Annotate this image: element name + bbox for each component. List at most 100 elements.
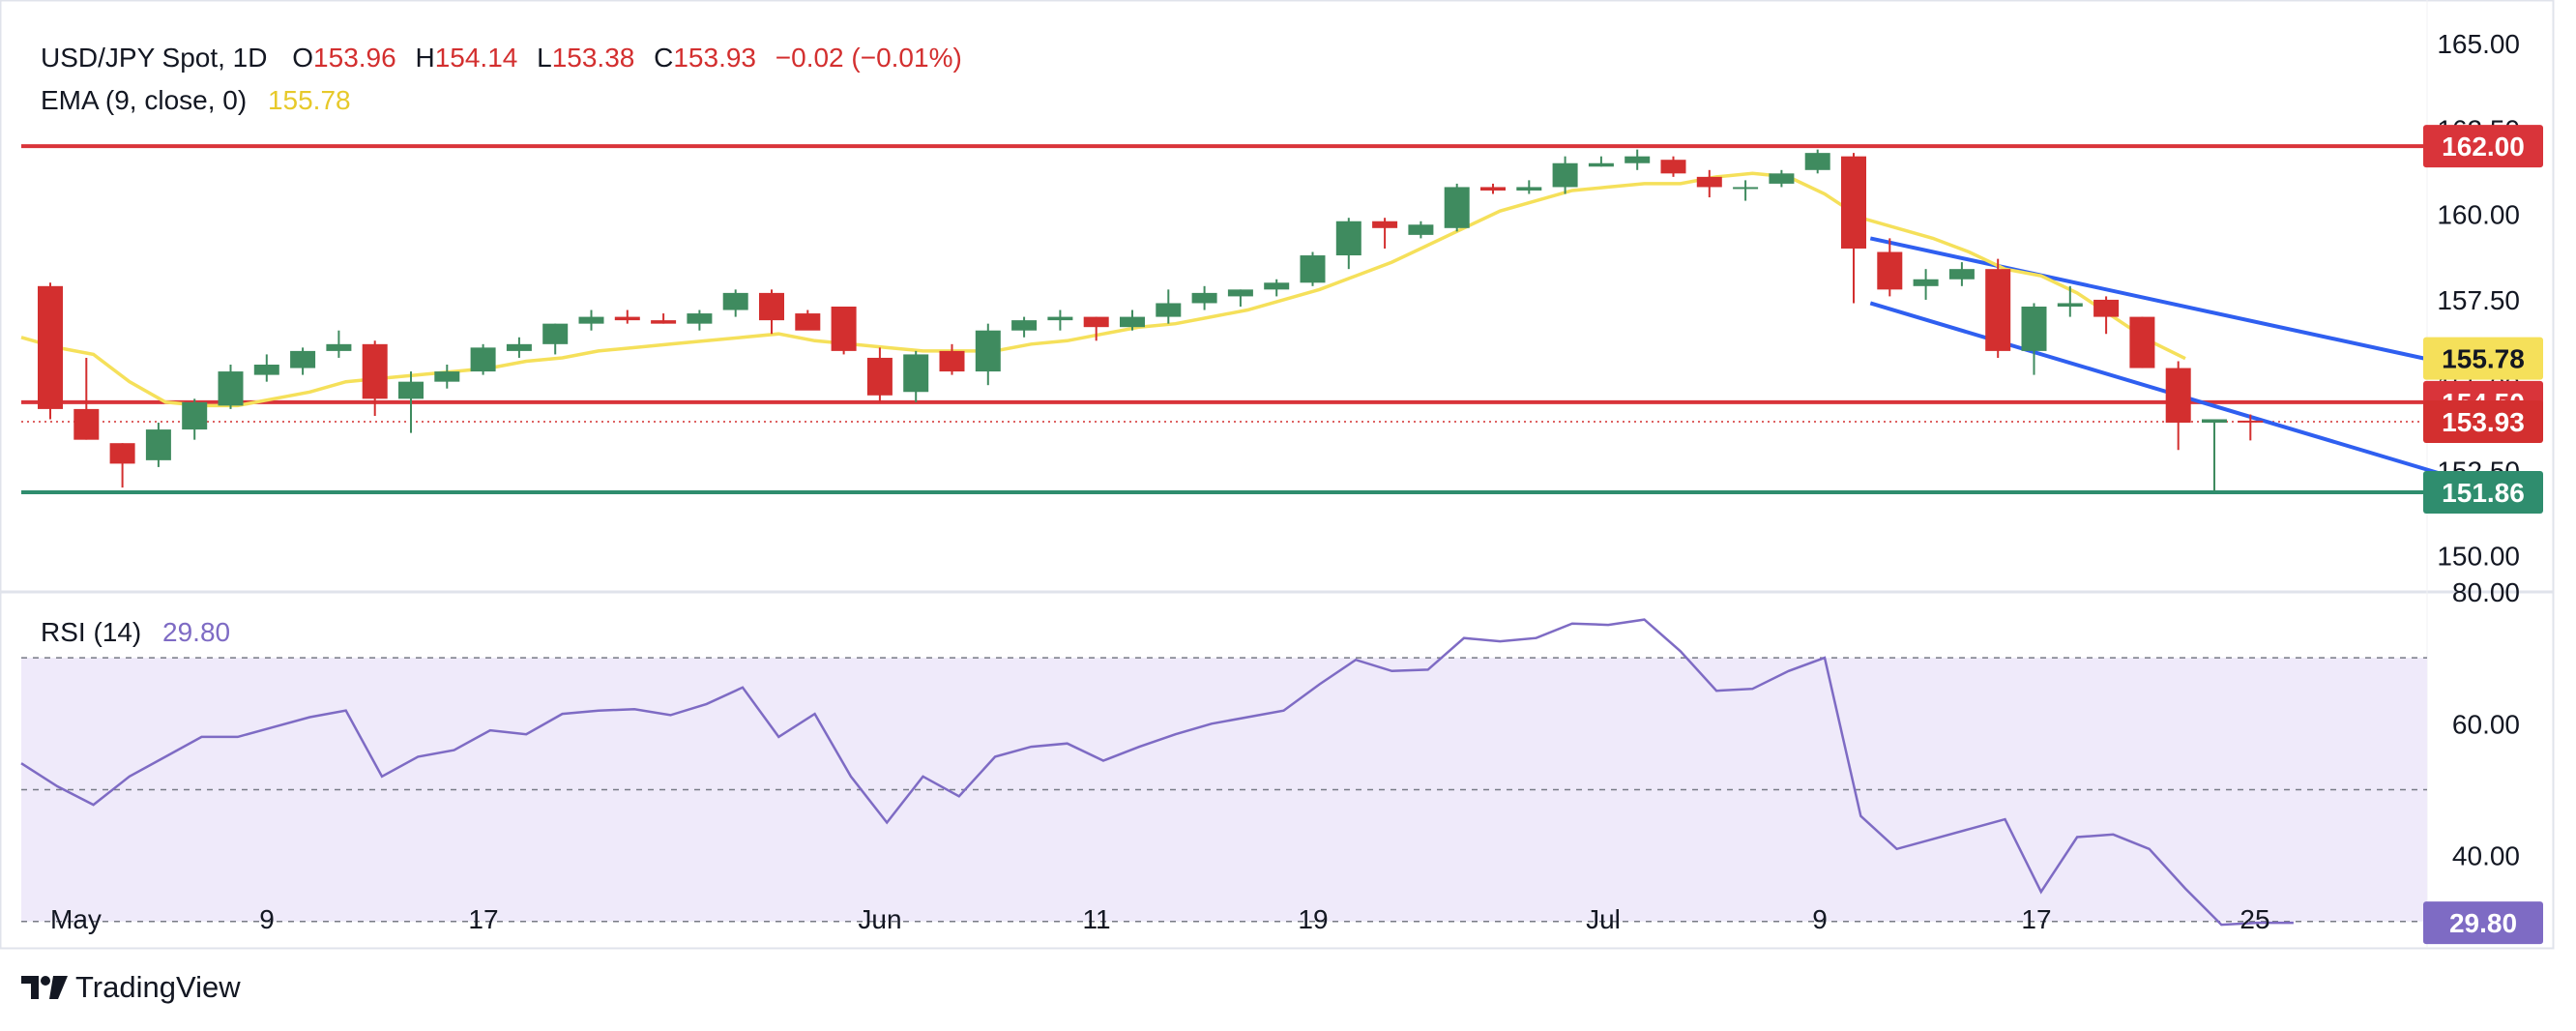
candle-body bbox=[1264, 282, 1290, 290]
candle-body bbox=[722, 292, 748, 310]
candle-body bbox=[1011, 320, 1038, 331]
chart-header: USD/JPY Spot, 1D O153.96 H154.14 L153.38… bbox=[41, 43, 962, 74]
candle-body bbox=[218, 371, 244, 406]
candle bbox=[1120, 309, 1145, 331]
high-label: H bbox=[415, 43, 435, 73]
candle-body bbox=[1408, 224, 1434, 235]
open-value: 153.96 bbox=[313, 43, 396, 73]
candle-body bbox=[1047, 316, 1073, 321]
candle-body bbox=[975, 330, 1001, 372]
candle bbox=[1696, 169, 1722, 198]
candle bbox=[578, 309, 604, 331]
level-badge: 162.00 bbox=[2423, 125, 2543, 168]
candle-body bbox=[326, 343, 352, 351]
candle bbox=[1227, 289, 1253, 307]
candle-body bbox=[362, 343, 388, 399]
brand-name: TradingView bbox=[75, 970, 241, 1004]
candle bbox=[1444, 183, 1470, 232]
chart-frame bbox=[0, 0, 2555, 950]
horizontal-levels bbox=[21, 144, 2427, 495]
candle-body bbox=[1156, 303, 1182, 317]
candle-body bbox=[1696, 176, 1722, 188]
candle-body bbox=[903, 354, 929, 393]
candle bbox=[1588, 156, 1614, 167]
candle-body bbox=[109, 443, 135, 464]
candle bbox=[1877, 238, 1903, 297]
candle bbox=[1191, 285, 1217, 310]
date-tick-label: 19 bbox=[1298, 904, 1328, 934]
candle-body bbox=[1660, 160, 1686, 174]
rsi-legend[interactable]: RSI (14) 29.80 bbox=[41, 617, 230, 648]
candle bbox=[253, 354, 279, 382]
candle-body bbox=[2238, 420, 2264, 423]
tradingview-logo[interactable]: TradingView bbox=[21, 970, 241, 1005]
candle bbox=[1804, 149, 1830, 174]
price-tick-label: 160.00 bbox=[2437, 200, 2520, 230]
rsi-legend-label: RSI (14) bbox=[41, 617, 142, 647]
candle-body bbox=[2129, 316, 2155, 368]
candle bbox=[218, 365, 244, 409]
date-tick-label: 25 bbox=[2239, 904, 2269, 934]
candle bbox=[2165, 361, 2191, 451]
high-value: 154.14 bbox=[434, 43, 518, 73]
channel-upper-line bbox=[1869, 236, 2453, 367]
candle bbox=[975, 323, 1001, 386]
candle-body bbox=[1769, 173, 1795, 184]
change-value: −0.02 (−0.01%) bbox=[775, 43, 962, 73]
candle-body bbox=[687, 313, 713, 324]
candle-body bbox=[1841, 156, 1866, 249]
date-tick-label: 11 bbox=[1082, 904, 1110, 934]
rsi-tick-label: 60.00 bbox=[2452, 709, 2520, 739]
candle bbox=[1985, 258, 2011, 358]
candle-body bbox=[1335, 221, 1361, 256]
candle-body bbox=[470, 347, 496, 372]
candle bbox=[1156, 289, 1182, 324]
candle-body bbox=[1552, 162, 1578, 188]
candle bbox=[2057, 285, 2083, 317]
candle bbox=[759, 289, 784, 335]
candle bbox=[939, 343, 965, 375]
candle bbox=[2238, 414, 2264, 441]
level-badge-box bbox=[2423, 471, 2543, 515]
rsi-line bbox=[20, 618, 2294, 927]
rsi-tick-label: 80.00 bbox=[2452, 577, 2520, 607]
candle bbox=[903, 350, 929, 402]
date-tick-label: Jul bbox=[1586, 904, 1621, 934]
candle bbox=[1047, 309, 1073, 331]
candle bbox=[1372, 218, 1398, 249]
candle bbox=[614, 309, 640, 324]
candle bbox=[145, 423, 171, 467]
date-tick-label: 9 bbox=[1812, 904, 1828, 934]
candle bbox=[1264, 279, 1290, 297]
candle-body bbox=[1877, 251, 1903, 290]
candle bbox=[831, 307, 857, 355]
candle-body bbox=[182, 401, 208, 430]
candle-body bbox=[542, 323, 569, 344]
candle-body bbox=[1733, 187, 1759, 190]
candle bbox=[398, 371, 424, 433]
candle bbox=[1769, 169, 1795, 188]
candle bbox=[38, 282, 63, 420]
open-label: O bbox=[292, 43, 314, 73]
candle bbox=[506, 337, 532, 358]
candle-body bbox=[398, 381, 424, 399]
rsi-badge: 29.80 bbox=[2423, 901, 2543, 945]
ema-legend[interactable]: EMA (9, close, 0) 155.78 bbox=[41, 85, 351, 116]
ema-badge-box bbox=[2423, 337, 2543, 380]
candle bbox=[795, 309, 821, 331]
candle-body bbox=[1191, 292, 1217, 304]
candle bbox=[2202, 419, 2227, 491]
candle-body bbox=[506, 343, 532, 351]
candle-body bbox=[1588, 162, 1614, 167]
descending-channel bbox=[1869, 236, 2454, 480]
date-tick-label: 9 bbox=[259, 904, 275, 934]
candle bbox=[73, 357, 100, 440]
candle bbox=[1408, 221, 1434, 239]
candle bbox=[651, 313, 677, 324]
candle bbox=[109, 443, 135, 488]
date-tick-label: 17 bbox=[468, 904, 498, 934]
level-badge-box bbox=[2423, 125, 2543, 168]
candle-body bbox=[1948, 269, 1975, 280]
candle-body bbox=[1913, 279, 1939, 286]
